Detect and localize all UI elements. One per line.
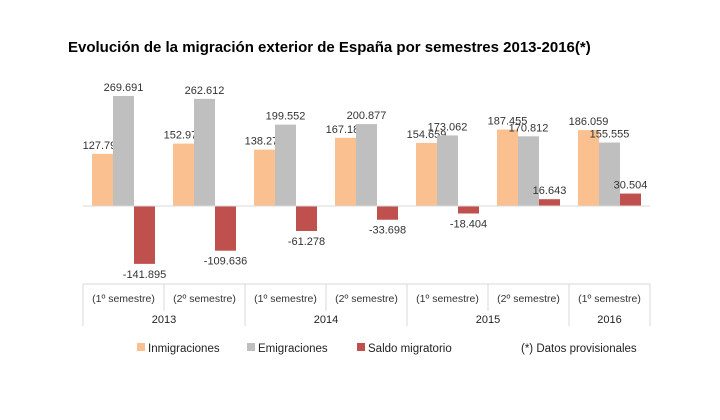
bar-saldo-migratorio: [296, 206, 317, 231]
legend-label: Emigraciones: [258, 343, 328, 355]
legend-swatch: [357, 343, 365, 351]
category-label: (2º semestre): [497, 293, 560, 305]
data-label: 138.274: [245, 136, 285, 148]
bar-saldo-migratorio: [620, 193, 641, 206]
data-label: 152.976: [164, 130, 204, 142]
bar-saldo-migratorio: [539, 199, 560, 206]
category-axis: (1º semestre) (2º semestre) (1º semestre) (…: [82, 283, 651, 326]
bar-emigraciones: [194, 98, 215, 206]
data-label: 127.796: [83, 140, 123, 152]
category-label: (1º semestre): [416, 293, 479, 305]
bar-saldo-migratorio: [134, 206, 155, 264]
group-label: 2016: [597, 314, 621, 326]
plot-area: 127.796 152.976 138.274 167.180 154.659 187.4…: [83, 82, 650, 281]
bar-emigraciones: [437, 135, 458, 206]
group-label: 2015: [476, 314, 500, 326]
bar-inmigraciones: [335, 137, 356, 206]
legend: Inmigraciones Emigraciones Saldo migratori…: [137, 343, 452, 355]
legend-swatch: [247, 343, 255, 351]
data-label: 262.612: [185, 85, 225, 97]
data-label: 187.455: [488, 116, 528, 128]
bar-inmigraciones: [497, 129, 518, 206]
data-label: 154.659: [407, 129, 447, 141]
data-label: 173.062: [428, 121, 468, 133]
data-label: 155.555: [590, 129, 630, 141]
bar-inmigraciones: [173, 143, 194, 206]
bar-emigraciones: [599, 142, 620, 206]
data-label: -109.636: [204, 256, 247, 268]
bar-emigraciones: [356, 124, 377, 206]
bar-saldo-migratorio: [215, 206, 236, 251]
footnote: (*) Datos provisionales: [521, 343, 637, 355]
bar-emigraciones: [113, 96, 134, 206]
legend-label: Saldo migratorio: [368, 343, 452, 355]
bar-saldo-migratorio: [458, 206, 479, 214]
data-label: 200.877: [347, 110, 387, 122]
bar-saldo-migratorio: [377, 206, 398, 220]
data-label: 170.812: [509, 122, 549, 134]
category-label: (1º semestre): [254, 293, 317, 305]
bar-inmigraciones: [92, 153, 113, 206]
data-label: -141.895: [123, 269, 166, 281]
bar-emigraciones: [275, 124, 296, 206]
bar-emigraciones: [518, 136, 539, 206]
bar-inmigraciones: [416, 142, 437, 206]
data-label: 186.059: [569, 116, 609, 128]
category-label: (2º semestre): [335, 293, 398, 305]
group-label: 2013: [152, 314, 176, 326]
data-label: 30.504: [614, 180, 648, 192]
category-label: (1º semestre): [578, 293, 641, 305]
data-label: 199.552: [266, 111, 306, 123]
category-label: (2º semestre): [173, 293, 236, 305]
data-label: 16.643: [533, 185, 567, 197]
data-label: 167.180: [326, 124, 366, 136]
data-label: -18.404: [450, 219, 487, 231]
chart-title: Evolución de la migración exterior de Es…: [68, 39, 591, 56]
data-label: -61.278: [288, 236, 325, 248]
group-label: 2014: [314, 314, 338, 326]
bar-inmigraciones: [254, 149, 275, 206]
legend-swatch: [137, 343, 145, 351]
data-label: -33.698: [369, 225, 406, 237]
legend-label: Inmigraciones: [148, 343, 220, 355]
category-label: (1º semestre): [92, 293, 155, 305]
data-label: 269.691: [104, 82, 144, 94]
bar-inmigraciones: [578, 130, 599, 206]
